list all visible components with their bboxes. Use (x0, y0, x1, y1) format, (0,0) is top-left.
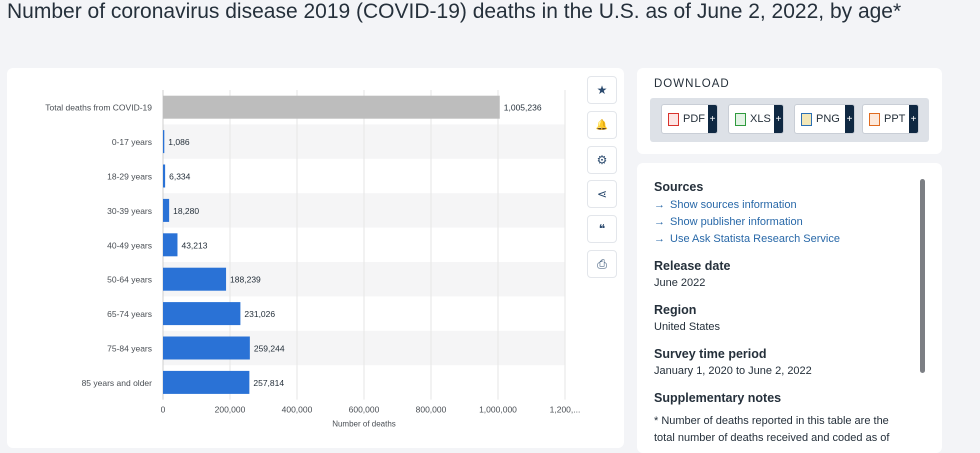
data-label: 1,005,236 (504, 103, 542, 113)
link-label: Show publisher information (670, 216, 803, 228)
ask-statista-link[interactable]: → Use Ask Statista Research Service (654, 233, 840, 245)
bar (163, 164, 166, 188)
category-label: 0-17 years (112, 137, 152, 147)
data-label: 188,239 (230, 275, 261, 285)
page-title: Number of coronavirus disease 2019 (COVI… (7, 0, 902, 23)
sources-heading: Sources (654, 180, 704, 194)
bar (163, 302, 241, 326)
plus-icon: + (774, 105, 783, 133)
x-tick-label: 400,000 (282, 405, 313, 415)
download-png-button[interactable]: PNG + (794, 104, 855, 134)
png-file-icon (801, 112, 812, 126)
pdf-file-icon (668, 112, 679, 126)
bar-chart: Total deaths from COVID-19 1,005,236 0-17 … (45, 90, 581, 429)
scrollbar[interactable] (920, 179, 925, 373)
bar (163, 198, 170, 222)
download-title: DOWNLOAD (654, 78, 730, 90)
category-label: 18-29 years (107, 172, 152, 182)
cite-button[interactable]: ❝ (587, 215, 617, 243)
x-tick-label: 1,000,000 (479, 405, 517, 415)
x-tick-label: 600,000 (349, 405, 380, 415)
download-pdf-label: PDF (683, 113, 705, 125)
data-label: 18,280 (173, 206, 199, 216)
release-date-value: June 2022 (654, 277, 706, 289)
favorite-button[interactable]: ★ (587, 76, 617, 104)
arrow-right-icon: → (654, 233, 665, 245)
arrow-right-icon: → (654, 216, 665, 228)
notification-button[interactable]: 🔔 (587, 111, 617, 139)
xls-file-icon (735, 112, 746, 126)
category-label: Total deaths from COVID-19 (45, 103, 152, 113)
show-publisher-link[interactable]: → Show publisher information (654, 216, 803, 228)
gear-icon: ⚙ (596, 153, 608, 167)
category-label: 40-49 years (107, 240, 152, 250)
x-tick-label: 1,200,... (550, 405, 581, 415)
x-tick-label: 800,000 (416, 405, 447, 415)
category-label: 75-84 years (107, 344, 152, 354)
download-png-label: PNG (816, 113, 840, 125)
region-value: United States (654, 321, 721, 333)
supplementary-notes-heading: Supplementary notes (654, 391, 782, 405)
show-sources-link[interactable]: → Show sources information (654, 199, 797, 211)
download-xls-button[interactable]: XLS + (728, 104, 784, 134)
bar (163, 95, 500, 119)
download-panel: DOWNLOAD PDF + XLS + PNG + PPT + (637, 68, 942, 154)
plus-icon: + (708, 105, 717, 133)
download-xls-label: XLS (750, 113, 771, 125)
chart-card: Total deaths from COVID-19 1,005,236 0-17 … (7, 68, 624, 448)
link-label: Show sources information (670, 199, 797, 211)
link-label: Use Ask Statista Research Service (670, 233, 840, 245)
star-icon: ★ (596, 83, 608, 97)
bar (163, 370, 250, 394)
data-label: 6,334 (169, 172, 191, 182)
supplementary-notes-text: * Number of deaths reported in this tabl… (654, 415, 890, 444)
data-label: 257,814 (253, 378, 284, 388)
data-label: 1,086 (168, 137, 190, 147)
bar (163, 233, 178, 257)
download-ppt-button[interactable]: PPT + (862, 104, 919, 134)
category-label: 30-39 years (107, 206, 152, 216)
bell-icon: 🔔 (595, 119, 609, 131)
bar (163, 267, 227, 291)
download-buttons: PDF + XLS + PNG + PPT + (650, 98, 929, 142)
bar (163, 336, 250, 360)
download-pdf-button[interactable]: PDF + (661, 104, 718, 134)
data-label: 231,026 (244, 309, 275, 319)
print-button[interactable]: ⎙ (587, 250, 617, 278)
share-button[interactable]: ⋖ (587, 180, 617, 208)
arrow-right-icon: → (654, 199, 665, 211)
survey-period-heading: Survey time period (654, 347, 767, 361)
print-icon: ⎙ (597, 256, 607, 271)
ppt-file-icon (869, 112, 880, 126)
settings-button[interactable]: ⚙ (587, 146, 617, 174)
plus-icon: + (909, 105, 918, 133)
region-heading: Region (654, 303, 697, 317)
info-panel: Sources → Show sources information → Show … (637, 163, 942, 453)
quote-icon: ❝ (598, 222, 606, 236)
release-date-heading: Release date (654, 259, 731, 273)
data-label: 43,213 (181, 240, 207, 250)
survey-period-value: January 1, 2020 to June 2, 2022 (654, 365, 812, 377)
plus-icon: + (845, 105, 854, 133)
x-axis-title: Number of deaths (332, 420, 396, 429)
share-icon: ⋖ (596, 187, 608, 201)
x-tick-label: 200,000 (215, 405, 246, 415)
category-label: 50-64 years (107, 275, 152, 285)
category-label: 65-74 years (107, 309, 152, 319)
bar (163, 130, 165, 154)
data-label: 259,244 (254, 344, 285, 354)
category-label: 85 years and older (82, 378, 153, 388)
download-ppt-label: PPT (884, 113, 906, 125)
x-tick-label: 0 (161, 405, 166, 415)
